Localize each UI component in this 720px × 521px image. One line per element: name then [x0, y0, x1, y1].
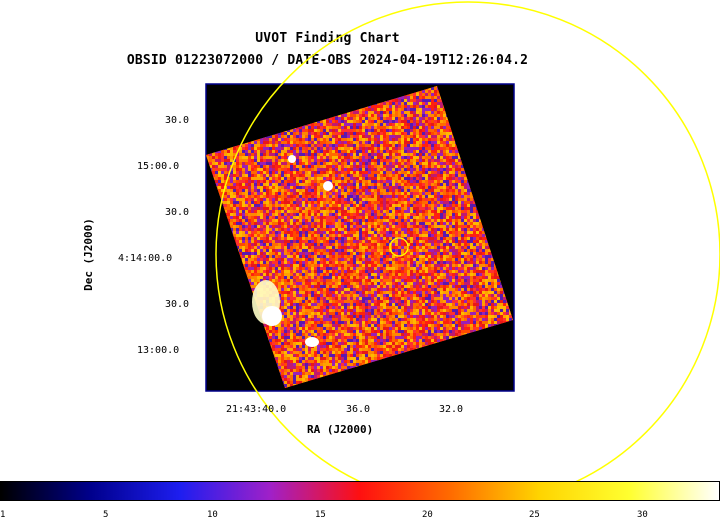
colorbar-tick: 5	[103, 510, 109, 520]
colorbar	[0, 481, 720, 501]
colorbar-tick: 25	[529, 510, 540, 520]
ra-tick: 36.0	[346, 404, 371, 415]
fov-circle	[215, 1, 720, 481]
colorbar-tick: 15	[315, 510, 326, 520]
chart-title: UVOT Finding Chart	[255, 31, 400, 46]
bright-sources	[252, 155, 333, 347]
dec-axis-label: Dec (J2000)	[81, 218, 95, 291]
dec-tick: 30.0	[165, 115, 190, 126]
ra-axis-label: RA (J2000)	[307, 423, 374, 436]
dec-tick: 13:00.0	[137, 345, 180, 356]
colorbar-tick: 1	[0, 510, 6, 520]
ra-tick: 21:43:40.0	[226, 404, 287, 415]
dec-tick: 30.0	[165, 299, 190, 310]
finding-chart-image	[205, 1, 720, 481]
chart-subtitle: OBSID 01223072000 / DATE-OBS 2024-04-19T…	[126, 53, 529, 68]
colorbar-tick: 20	[422, 510, 433, 520]
ra-tick: 32.0	[439, 404, 464, 415]
dec-tick: 15:00.0	[137, 161, 180, 172]
target-circle	[389, 237, 409, 257]
colorbar-tick: 30	[637, 510, 648, 520]
dec-tick: 4:14:00.0	[118, 253, 173, 264]
colorbar-tick: 10	[207, 510, 218, 520]
dec-tick: 30.0	[165, 207, 190, 218]
